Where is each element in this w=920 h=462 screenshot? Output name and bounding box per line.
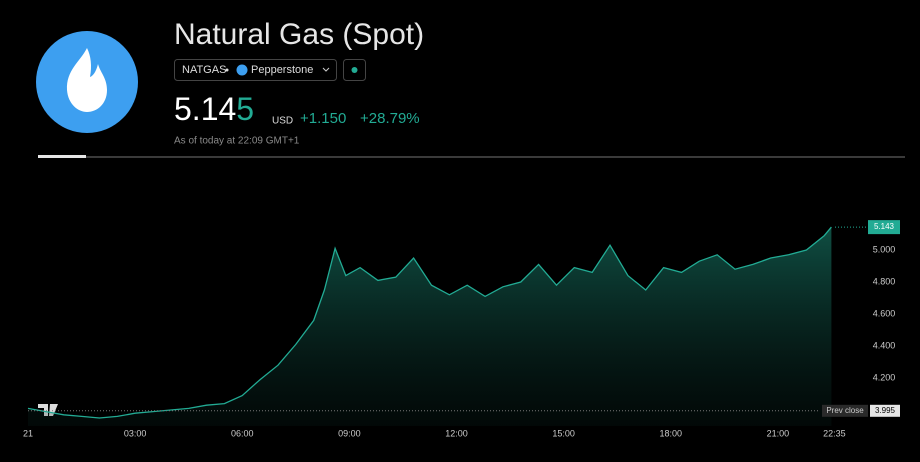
prev-close-value-tag: [870, 404, 900, 417]
broker: Pepperstone: [251, 64, 313, 76]
price-last-digit: 5: [236, 91, 254, 127]
price-line: [27, 226, 832, 419]
prev-close-label: Prev close: [826, 406, 864, 415]
y-tick-label: 4.400: [873, 340, 896, 350]
symbol-selector[interactable]: [174, 59, 337, 81]
tab-bar: [38, 156, 905, 158]
last-price-value: 5.143: [874, 222, 895, 231]
x-tick-label: 12:00: [445, 428, 468, 438]
area-fill: [28, 227, 832, 426]
x-tick-label: 18:00: [659, 428, 682, 438]
status-dot: [351, 67, 358, 73]
prev-close-value: 3.995: [875, 406, 896, 415]
x-tick-label: 22:35: [823, 428, 846, 438]
price: 5.145: [174, 91, 254, 127]
status-button[interactable]: [343, 59, 366, 81]
flame-icon: [66, 48, 107, 112]
symbol: NATGAS: [182, 64, 226, 76]
change-percent: +28.79%: [360, 110, 420, 127]
currency: USD: [272, 116, 293, 127]
x-tick-label: 21: [23, 428, 33, 438]
x-tick-label: 15:00: [552, 428, 575, 438]
separator: [225, 68, 229, 72]
y-tick-label: 4.200: [873, 372, 896, 382]
prev-close-tag: [822, 404, 868, 417]
x-tick-label: 09:00: [338, 428, 361, 438]
broker-icon: [236, 64, 248, 76]
price-main: 5.14: [174, 91, 236, 127]
x-tick-label: 06:00: [231, 428, 254, 438]
y-tick-label: 4.800: [873, 276, 896, 286]
tab-indicator: [38, 155, 86, 158]
title: Natural Gas (Spot): [174, 18, 424, 51]
y-tick-label: 5.000: [873, 244, 896, 254]
change: +1.150: [300, 110, 346, 127]
x-tick-label: 03:00: [124, 428, 147, 438]
last-price-tag: [868, 220, 900, 235]
x-tick-label: 21:00: [767, 428, 790, 438]
dropdown-arrow: [322, 67, 330, 72]
timestamp: As of today at 22:09 GMT+1: [174, 136, 300, 147]
y-tick-label: 4.600: [873, 308, 896, 318]
